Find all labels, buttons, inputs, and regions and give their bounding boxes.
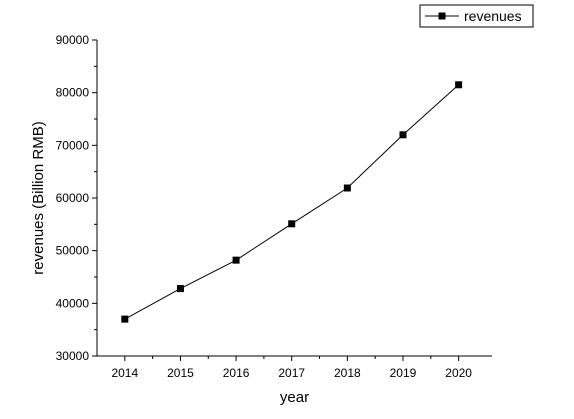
legend-box xyxy=(419,4,534,28)
x-tick-label: 2015 xyxy=(167,366,194,380)
y-tick-label: 50000 xyxy=(56,244,90,258)
series-line-revenues xyxy=(124,84,459,320)
data-point xyxy=(121,315,129,323)
x-tick-label: 2018 xyxy=(334,366,361,380)
y-axis-title: revenues (Billion RMB) xyxy=(30,121,47,274)
data-point xyxy=(232,256,240,264)
y-tick-label: 80000 xyxy=(56,86,90,100)
x-tick-label: 2017 xyxy=(278,366,305,380)
data-point xyxy=(343,184,351,192)
data-point xyxy=(455,81,463,89)
x-axis-title: year xyxy=(280,389,309,406)
y-ticks: 30000 40000 50000 60000 70000 80000 90000 xyxy=(56,33,97,363)
y-tick-label: 90000 xyxy=(56,33,90,47)
x-tick-label: 2016 xyxy=(223,366,250,380)
legend: revenues xyxy=(419,4,534,28)
y-tick-label: 40000 xyxy=(56,296,90,310)
x-tick-label: 2019 xyxy=(390,366,417,380)
data-point xyxy=(399,131,407,139)
x-tick-label: 2020 xyxy=(445,366,472,380)
x-tick-label: 2014 xyxy=(111,366,138,380)
data-point xyxy=(176,285,184,293)
y-tick-label: 70000 xyxy=(56,138,90,152)
y-tick-label: 30000 xyxy=(56,349,90,363)
series-markers xyxy=(121,81,463,323)
plot-area: 30000 40000 50000 60000 70000 80000 90000 2014… xyxy=(56,33,492,380)
legend-label: revenues xyxy=(464,8,522,24)
y-tick-label: 60000 xyxy=(56,191,90,205)
data-point xyxy=(288,220,296,228)
legend-marker-square xyxy=(438,12,446,20)
x-ticks: 2014 2015 2016 2017 2018 2019 2020 xyxy=(111,356,472,380)
